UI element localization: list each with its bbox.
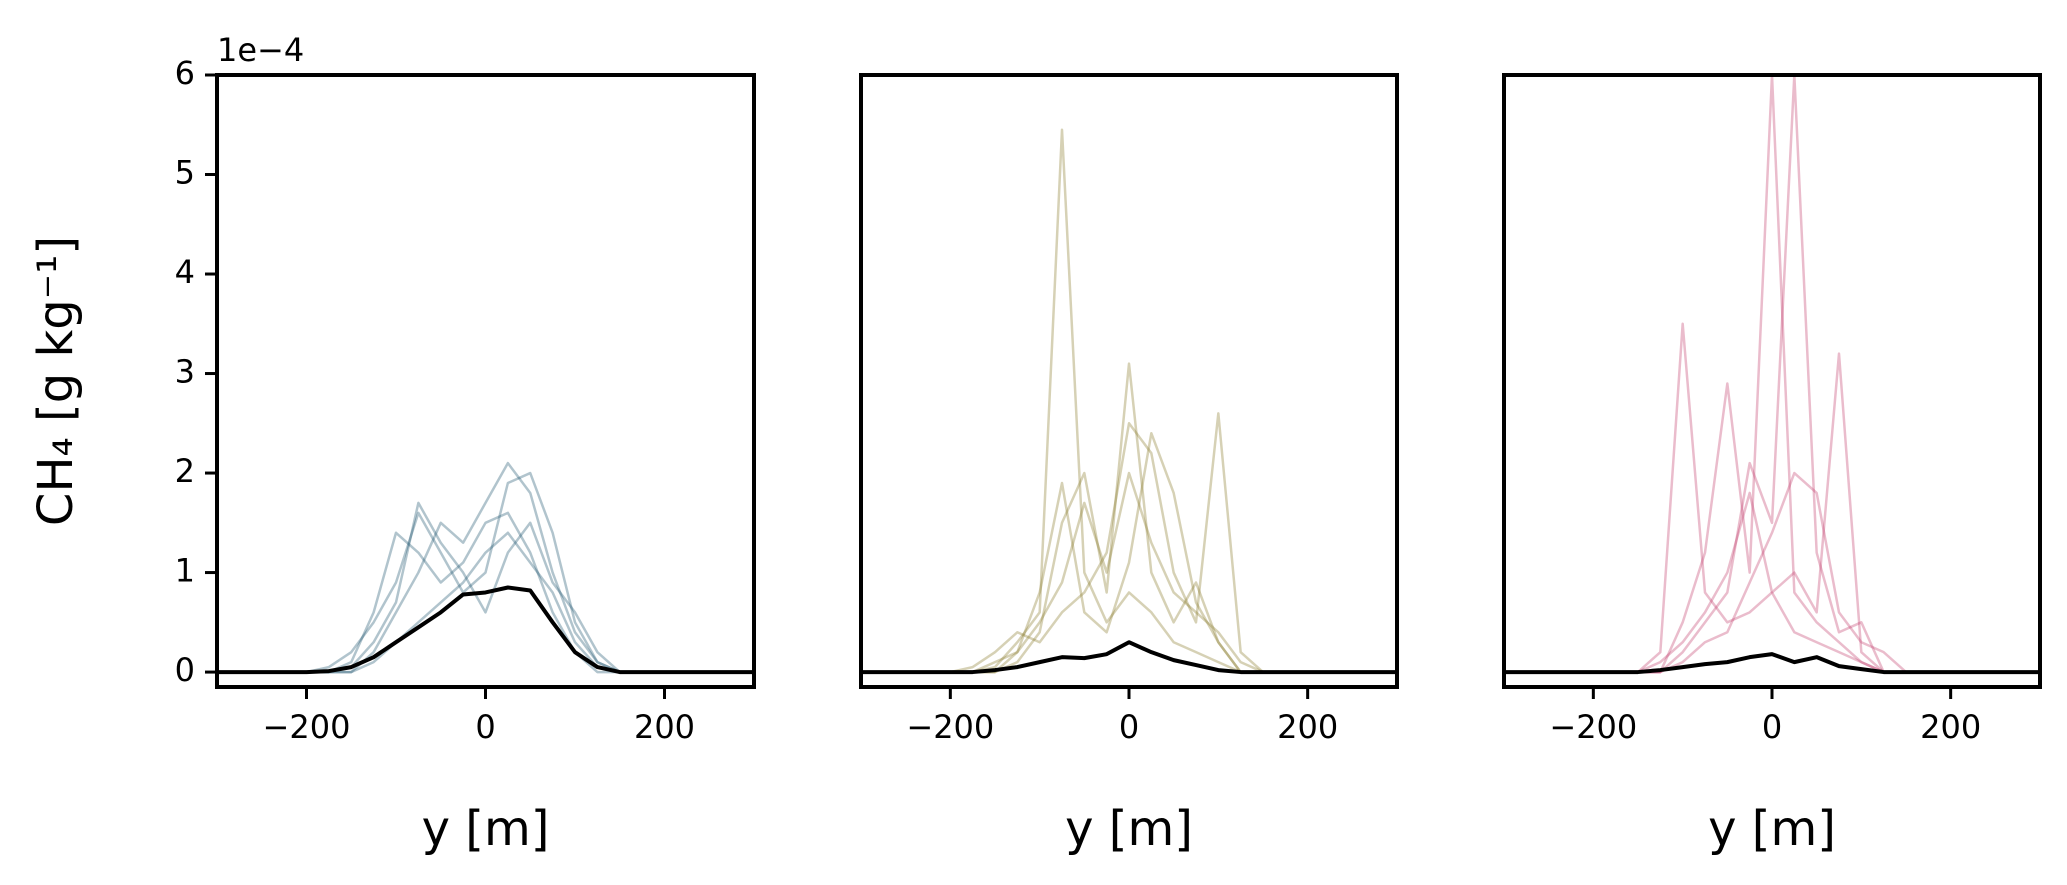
y-tick-label: 0 [175, 651, 195, 689]
x-tick-label: 200 [1920, 708, 1981, 746]
x-tick-label: 0 [1119, 708, 1139, 746]
data-line [861, 128, 1397, 674]
plot-area [861, 128, 1397, 675]
y-tick-label: 6 [175, 54, 195, 92]
data-line [217, 461, 754, 674]
x-tick-label: −200 [906, 708, 994, 746]
y-axis-label: CH₄ [g kg⁻¹] [28, 236, 84, 526]
data-line [861, 412, 1397, 674]
data-line [861, 362, 1397, 674]
plot-area [1504, 75, 2040, 675]
axes-frame [215, 73, 756, 689]
y-tick-label: 2 [175, 452, 195, 490]
x-tick-label: 200 [1277, 708, 1338, 746]
x-tick-label: 0 [1762, 708, 1782, 746]
plot-area [217, 461, 754, 675]
data-line [217, 531, 754, 674]
x-tick-label: −200 [1549, 708, 1637, 746]
data-line [217, 585, 754, 675]
data-line [861, 640, 1397, 675]
data-line [1504, 652, 2040, 675]
data-line [1504, 75, 2040, 674]
axes-frame [1502, 73, 2042, 689]
x-tick-label: 0 [475, 708, 495, 746]
data-line [217, 501, 754, 674]
x-axis-label: y [m] [1065, 801, 1193, 857]
x-tick-label: 200 [634, 708, 695, 746]
y-tick-label: 4 [175, 253, 195, 291]
data-line [1504, 75, 2040, 674]
x-axis-label: y [m] [422, 801, 550, 857]
y-tick-label: 3 [175, 353, 195, 391]
y-tick-label: 5 [175, 154, 195, 192]
x-tick-label: −200 [263, 708, 351, 746]
y-tick-label: 1 [175, 552, 195, 590]
axes-frame [859, 73, 1399, 689]
offset-text: 1e−4 [217, 31, 304, 69]
data-line [861, 431, 1397, 674]
x-axis-label: y [m] [1708, 801, 1836, 857]
